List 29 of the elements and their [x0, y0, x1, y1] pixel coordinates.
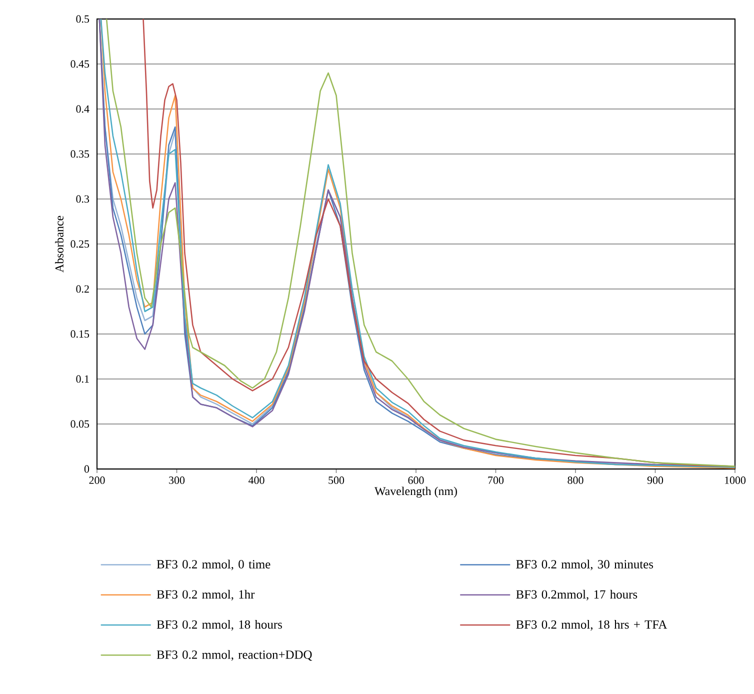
y-tick-label: 0.4: [76, 105, 90, 113]
y-tick-label: 0.25: [70, 240, 90, 248]
y-tick-label: 0.1: [76, 375, 89, 383]
x-tick-label: 800: [568, 476, 584, 484]
x-tick-label: 600: [408, 476, 424, 484]
legend-label: BF3 0.2 mmol, 0 time: [156, 560, 270, 570]
y-tick-label: 0.35: [70, 150, 90, 158]
legend-label: BF3 0.2 mmol, reaction+DDQ: [156, 650, 312, 661]
legend-label: BF3 0.2mmol, 17 hours: [516, 590, 638, 600]
legend-label: BF3 0.2 mmol, 18 hrs + TFA: [516, 620, 668, 631]
x-tick-label: 400: [248, 476, 264, 484]
y-tick-label: 0.3: [76, 195, 90, 203]
x-tick-label: 500: [328, 476, 344, 484]
x-tick-label: 900: [647, 476, 664, 484]
x-tick-label: 700: [488, 476, 504, 484]
y-tick-label: 0.45: [70, 60, 90, 68]
y-tick-label: 0.5: [76, 15, 90, 23]
y-tick-label: 0.15: [70, 330, 90, 338]
y-tick-label: 0.2: [76, 285, 89, 293]
x-tick-label: 200: [89, 476, 105, 484]
legend-label: BF3 0.2 mmol, 18 hours: [156, 620, 282, 631]
y-tick-label: 0: [84, 465, 90, 473]
x-axis-title: Wavelength (nm): [374, 486, 457, 498]
legend-label: BF3 0.2 mmol, 30 minutes: [516, 560, 654, 570]
legend-label: BF3 0.2 mmol, 1hr: [156, 590, 255, 600]
y-tick-label: 0.05: [70, 420, 90, 428]
x-tick-label: 300: [169, 476, 185, 484]
y-axis-title: Absorbance: [55, 216, 64, 272]
x-tick-label: 1000: [725, 476, 746, 484]
